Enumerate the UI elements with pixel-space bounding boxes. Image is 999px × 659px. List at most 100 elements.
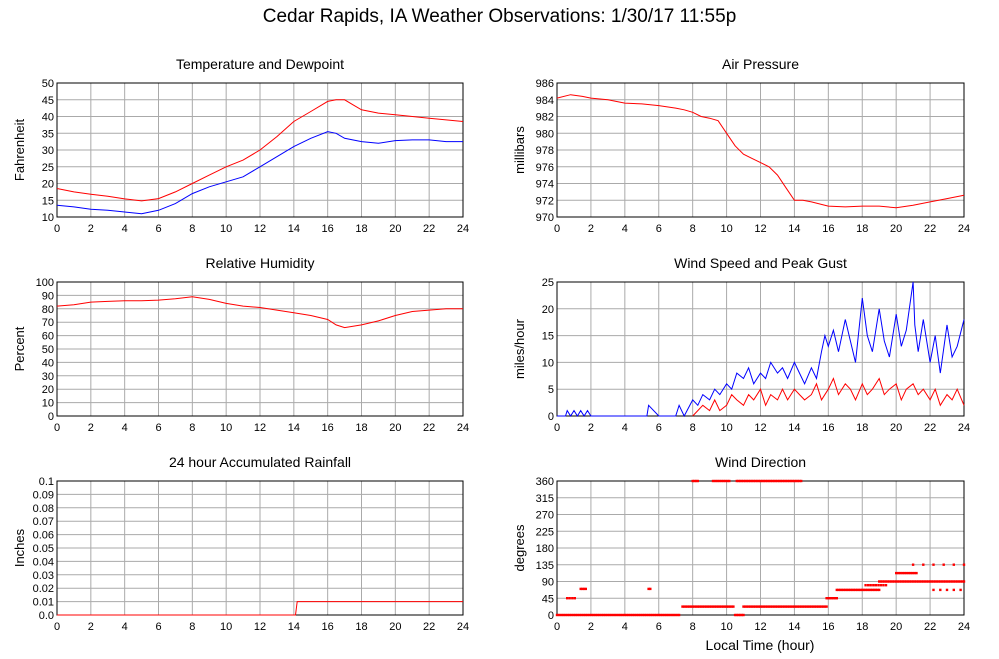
direction-point xyxy=(934,580,937,583)
x-tick-label: 18 xyxy=(856,422,868,434)
direction-point xyxy=(864,584,867,587)
panel-title: Wind Direction xyxy=(715,454,806,470)
direction-point xyxy=(715,479,719,483)
direction-point xyxy=(776,479,779,483)
direction-point xyxy=(874,584,877,587)
direction-point xyxy=(705,605,708,608)
direction-point xyxy=(791,605,794,608)
direction-point xyxy=(728,479,731,483)
direction-point xyxy=(828,597,832,600)
y-axis-label: Inches xyxy=(12,528,27,567)
y-tick-label: 30 xyxy=(42,145,54,157)
y-tick-label: 45 xyxy=(542,593,554,605)
y-tick-label: 135 xyxy=(536,560,554,572)
panel-title: Relative Humidity xyxy=(206,255,315,271)
direction-point xyxy=(900,580,903,583)
x-tick-label: 16 xyxy=(822,621,834,633)
direction-point xyxy=(675,613,679,617)
direction-point xyxy=(645,613,648,617)
panel-title: 24 hour Accumulated Rainfall xyxy=(169,454,351,470)
y-tick-label: 972 xyxy=(536,195,554,207)
direction-point xyxy=(673,613,677,617)
direction-point xyxy=(913,571,916,575)
direction-point xyxy=(762,479,766,483)
x-tick-label: 12 xyxy=(254,621,266,633)
x-tick-label: 16 xyxy=(322,422,334,434)
direction-point xyxy=(586,613,589,617)
direction-point xyxy=(794,479,798,483)
direction-point xyxy=(786,479,789,483)
direction-point xyxy=(845,588,849,592)
direction-point xyxy=(903,571,906,575)
direction-point xyxy=(884,580,888,583)
direction-point xyxy=(752,479,755,483)
direction-point xyxy=(810,605,813,608)
direction-point xyxy=(582,587,586,591)
y-tick-label: 0 xyxy=(48,411,54,423)
direction-point xyxy=(711,479,715,483)
y-tick-label: 0.04 xyxy=(33,556,54,568)
y-tick-label: 100 xyxy=(36,277,54,289)
y-tick-label: 50 xyxy=(42,78,54,90)
direction-point xyxy=(944,580,947,583)
direction-point xyxy=(745,479,749,483)
direction-point xyxy=(651,613,654,617)
direction-point xyxy=(939,588,942,592)
direction-point xyxy=(725,605,728,608)
x-tick-label: 4 xyxy=(122,422,128,434)
direction-point xyxy=(641,613,644,617)
y-tick-label: 0.01 xyxy=(33,597,54,609)
direction-point xyxy=(722,605,725,608)
direction-point xyxy=(883,580,886,583)
direction-point xyxy=(631,613,634,617)
direction-point xyxy=(889,580,893,583)
direction-point xyxy=(877,584,880,587)
direction-point xyxy=(961,580,964,583)
y-tick-label: 974 xyxy=(536,179,554,191)
direction-point xyxy=(945,588,949,592)
direction-point xyxy=(738,613,742,617)
direction-point xyxy=(813,605,816,608)
x-tick-label: 6 xyxy=(155,422,161,434)
direction-point xyxy=(806,605,810,608)
y-axis-label: degrees xyxy=(512,524,527,571)
direction-point xyxy=(598,613,601,617)
direction-point xyxy=(798,605,801,608)
y-tick-label: 0.0 xyxy=(39,610,54,622)
x-tick-label: 22 xyxy=(423,223,435,235)
series-line xyxy=(557,281,965,418)
direction-point xyxy=(901,571,904,575)
direction-point xyxy=(817,605,820,608)
direction-point xyxy=(911,571,914,575)
direction-point xyxy=(657,613,660,617)
y-axis-label: Percent xyxy=(12,326,27,371)
direction-point xyxy=(783,605,786,608)
x-tick-label: 18 xyxy=(355,621,367,633)
y-tick-label: 0.06 xyxy=(33,530,54,542)
direction-point xyxy=(745,605,749,608)
direction-point xyxy=(735,613,738,617)
x-tick-label: 0 xyxy=(54,621,60,633)
direction-point xyxy=(932,588,935,592)
direction-point xyxy=(766,479,769,483)
direction-point xyxy=(683,605,686,608)
direction-point xyxy=(570,613,573,617)
x-tick-label: 18 xyxy=(355,422,367,434)
direction-point xyxy=(555,613,559,617)
direction-point xyxy=(684,605,688,608)
direction-point xyxy=(742,479,745,483)
direction-point xyxy=(610,613,614,617)
direction-point xyxy=(930,580,933,583)
direction-point xyxy=(693,479,696,483)
direction-point xyxy=(774,479,777,483)
x-tick-label: 24 xyxy=(958,422,970,434)
series-line xyxy=(57,601,463,616)
direction-point xyxy=(710,605,713,608)
direction-point xyxy=(835,597,838,600)
direction-point xyxy=(952,588,955,592)
direction-point xyxy=(871,588,874,592)
direction-point xyxy=(879,580,883,583)
direction-point xyxy=(778,479,781,483)
